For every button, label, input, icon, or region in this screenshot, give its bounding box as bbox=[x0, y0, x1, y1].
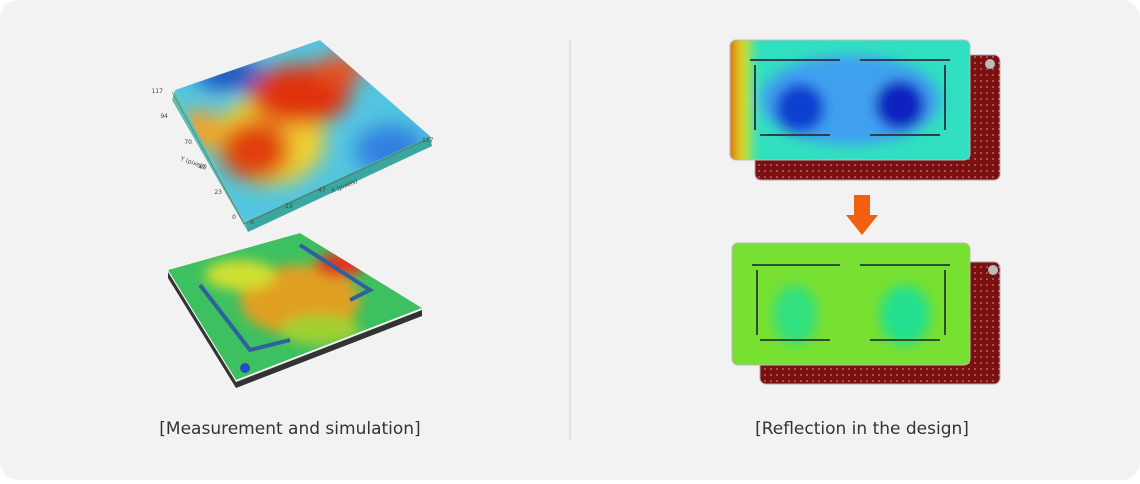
y-tick: 94 bbox=[160, 113, 168, 120]
x-tick: 0 bbox=[250, 219, 254, 226]
y-tick: 47 bbox=[198, 164, 206, 171]
y-tick: 70 bbox=[184, 139, 192, 146]
x-tick: 117 bbox=[422, 137, 434, 144]
y-tick: 0 bbox=[232, 214, 236, 221]
board-after bbox=[731, 242, 1001, 385]
caption: [Reflection in the design] bbox=[755, 419, 969, 439]
chip-simulation bbox=[168, 233, 422, 388]
caption: [Measurement and simulation] bbox=[159, 419, 420, 439]
arrow bbox=[846, 195, 878, 235]
y-tick: 117 bbox=[152, 88, 164, 95]
x-tick: 23 bbox=[285, 203, 293, 210]
x-tick: 47 bbox=[318, 187, 326, 194]
y-tick: 23 bbox=[214, 189, 222, 196]
board-before bbox=[729, 39, 1001, 181]
